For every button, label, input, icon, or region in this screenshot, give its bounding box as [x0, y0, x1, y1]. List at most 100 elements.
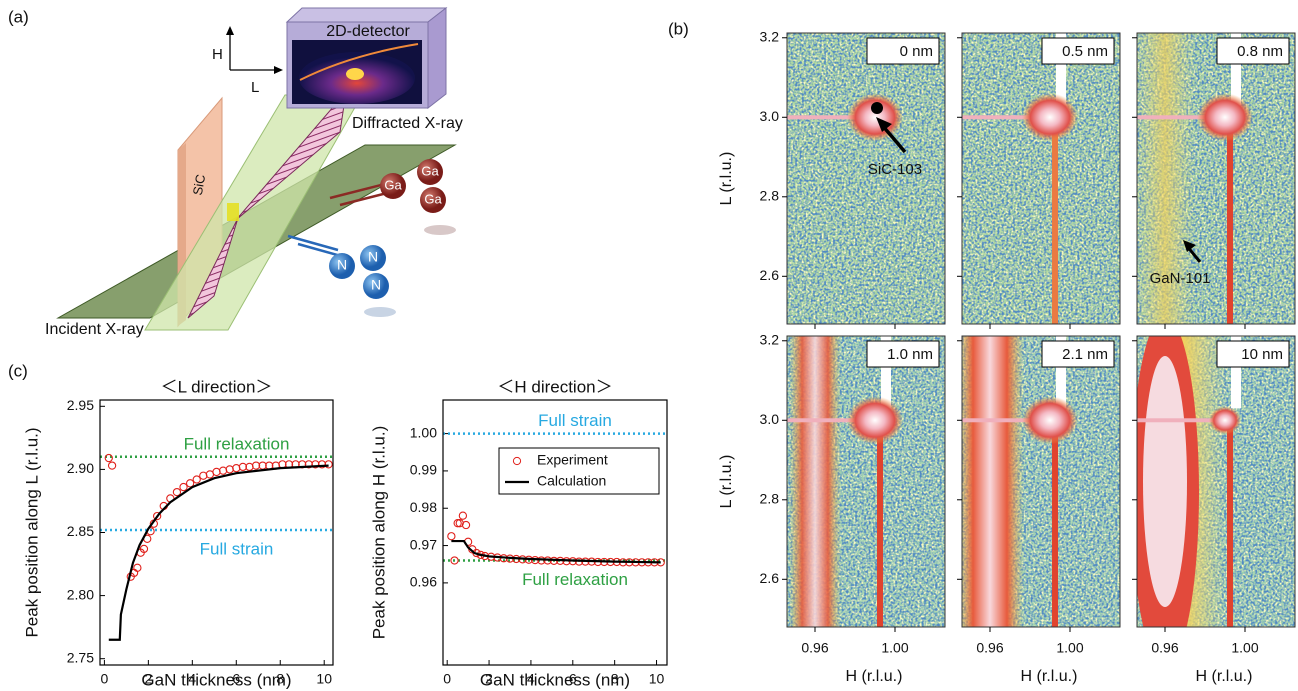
x-axis-label: H (r.l.u.)	[1196, 668, 1253, 685]
sic-peak	[1022, 93, 1078, 141]
data-point	[226, 466, 233, 473]
y-tick-label: 2.6	[760, 267, 780, 283]
rsm-map: 1.0 nm 2.6 2.8 3.0 3.2 0.96 1.00 L (r.l.u.) H (r…	[718, 331, 945, 685]
y-tick-label: 2.80	[67, 586, 94, 602]
thickness-label: 1.0 nm	[887, 346, 933, 363]
annotation: SiC-103	[868, 161, 922, 178]
x-tick-label: 0.96	[801, 640, 828, 656]
sic-peak	[847, 93, 903, 141]
gan-rod	[1052, 117, 1058, 324]
x-axis-label: GaN thickness (nm)	[480, 670, 630, 689]
axis-l-head	[274, 66, 283, 74]
map-content	[1131, 316, 1295, 667]
legend-label: Experiment	[537, 452, 608, 468]
rsm-map: 0 nm2.62.83.03.2L (r.l.u.)	[718, 28, 945, 329]
x-tick-label: 10	[316, 671, 332, 687]
x-tick-label: 0	[100, 671, 108, 687]
data-point	[105, 454, 112, 461]
reference-label: Full strain	[200, 539, 274, 558]
x-tick-label: 0	[443, 671, 451, 687]
data-point	[213, 468, 220, 475]
sic-peak	[847, 396, 903, 444]
x-axis-label: H (r.l.u.)	[846, 668, 903, 685]
data-point	[200, 472, 207, 479]
map-content	[956, 336, 1120, 627]
map-content	[962, 33, 1120, 324]
reference-label: Full relaxation	[522, 570, 628, 589]
thickness-label: 0.5 nm	[1062, 43, 1108, 60]
detector-top	[287, 8, 446, 22]
gan-rod	[1052, 420, 1058, 627]
sic-peak	[1022, 396, 1078, 444]
data-point	[134, 564, 141, 571]
y-tick-label: 0.98	[410, 499, 437, 515]
x-tick-label: 1.00	[1231, 640, 1258, 656]
sic-peak	[1197, 93, 1253, 141]
y-tick-label: 2.75	[67, 649, 94, 665]
thickness-label: 2.1 nm	[1062, 346, 1108, 363]
gan-peak-core	[1143, 356, 1187, 607]
annotation: GaN-101	[1150, 270, 1211, 287]
x-axis-label: H (r.l.u.)	[1021, 668, 1078, 685]
panel-label: (c)	[8, 361, 28, 380]
map-content	[787, 33, 945, 324]
thickness-label: 0.8 nm	[1237, 43, 1283, 60]
chart-title: ＜L direction＞	[161, 377, 273, 396]
gan-band	[956, 336, 1024, 627]
y-tick-label: 0.99	[410, 462, 437, 478]
map-noise-dark	[787, 33, 945, 324]
ga-shadow	[424, 225, 456, 235]
data-point	[193, 476, 200, 483]
y-tick-label: 0.96	[410, 574, 437, 590]
axis-h-label: H	[212, 46, 223, 63]
data-point	[108, 462, 115, 469]
detector-side	[428, 8, 446, 108]
y-axis-label: L (r.l.u.)	[718, 455, 735, 509]
axis-h-head	[226, 26, 234, 35]
n-atom-label: N	[371, 277, 381, 293]
ga-atom-label: Ga	[421, 163, 439, 178]
panel-label: (a)	[8, 7, 29, 26]
data-point	[448, 533, 455, 540]
gan-rod	[1227, 420, 1233, 627]
axis-l-label: L	[251, 79, 259, 96]
figure: (a)SiCHL2D-detectorDiffracted X-rayIncid…	[0, 0, 1298, 691]
data-point	[459, 512, 466, 519]
ga-atom-label: Ga	[424, 191, 442, 206]
gan-band	[789, 336, 841, 627]
y-tick-label: 3.2	[760, 28, 780, 44]
sic-peak	[1209, 406, 1241, 434]
y-tick-label: 1.00	[410, 424, 437, 440]
y-tick-label: 3.2	[760, 331, 780, 347]
y-tick-label: 0.97	[410, 536, 437, 552]
thickness-label: 0 nm	[900, 43, 933, 60]
incident-label: Incident X-ray	[45, 321, 144, 338]
thickness-label: 10 nm	[1241, 346, 1283, 363]
map-content	[787, 336, 945, 627]
reference-label: Full strain	[538, 411, 612, 430]
y-tick-label: 2.8	[760, 187, 780, 203]
x-tick-label: 1.00	[1056, 640, 1083, 656]
diffracted-label: Diffracted X-ray	[352, 115, 463, 132]
y-tick-label: 2.6	[760, 570, 780, 586]
n-atom-label: N	[337, 257, 347, 273]
detector-spot	[346, 68, 364, 80]
y-axis-label: Peak position along L (r.l.u.)	[22, 427, 41, 637]
x-tick-label: 0.96	[976, 640, 1003, 656]
y-axis-label: L (r.l.u.)	[718, 152, 735, 206]
detector-label: 2D-detector	[326, 23, 410, 40]
n-shadow	[364, 307, 396, 317]
y-tick-label: 3.0	[760, 411, 780, 427]
beam-spot	[227, 203, 239, 221]
n-atom-label: N	[368, 249, 378, 265]
chart-title: ＜H direction＞	[497, 377, 612, 396]
rsm-map: 2.1 nm 0.96 1.00 H (r.l.u.)	[956, 336, 1120, 685]
x-tick-label: 10	[649, 671, 665, 687]
data-point	[462, 521, 469, 528]
x-tick-label: 1.00	[881, 640, 908, 656]
y-tick-label: 2.8	[760, 490, 780, 506]
y-tick-label: 2.85	[67, 523, 94, 539]
